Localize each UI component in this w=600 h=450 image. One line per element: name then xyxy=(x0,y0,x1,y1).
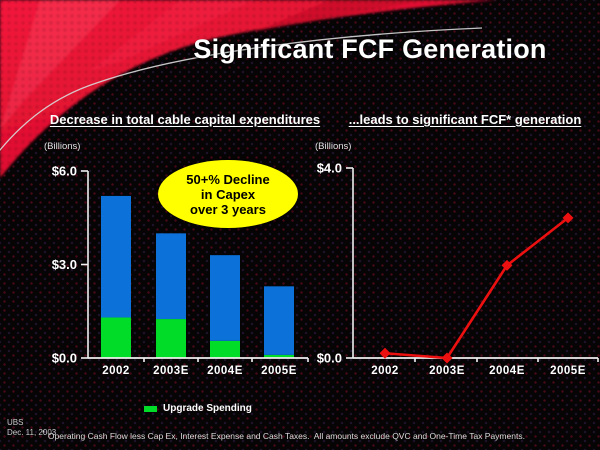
legend: Upgrade Spending xyxy=(144,403,252,414)
x-category-label: 2005E xyxy=(261,365,297,377)
fcf-line xyxy=(384,216,569,360)
left-chart-header: Decrease in total cable capital expendit… xyxy=(49,112,321,127)
callout-line-2: in Capex xyxy=(200,186,256,202)
diamond-marker-2005E xyxy=(562,212,574,224)
bar-segment-2004E xyxy=(210,255,240,341)
left-chart-units-label: (Billions) xyxy=(44,141,81,152)
x-category-label: 2003E xyxy=(429,365,465,377)
legend-swatch-upgrade-spending xyxy=(144,405,157,412)
slide-title: Significant FCF Generation xyxy=(193,34,547,64)
footnote-marker: * xyxy=(42,428,45,437)
y-tick-label: $0.0 xyxy=(317,351,342,366)
callout-line-3: over 3 years xyxy=(190,201,266,217)
x-category-label: 2005E xyxy=(550,365,586,377)
capex-bar-chart: $6.0 $3.0 $0.0 2002 2003E 2004E 2005E xyxy=(52,164,309,377)
fcf-line-chart: $4.0 $0.0 2002 2003E 2004E 2005E xyxy=(317,161,599,377)
footnote-text: Operating Cash Flow less Cap Ex, Interes… xyxy=(47,430,525,441)
footnote: * Operating Cash Flow less Cap Ex, Intere… xyxy=(42,428,587,441)
bar-segment-2004E xyxy=(210,340,240,358)
callout-line-1: 50+% Decline xyxy=(186,171,270,187)
bar-segment-2003E xyxy=(156,319,186,358)
bar-segment-2003E xyxy=(156,233,186,320)
y-tick-label: $0.0 xyxy=(52,351,77,366)
bar-segment-2005E xyxy=(264,286,294,355)
source-name: UBS xyxy=(7,418,24,427)
right-chart-header: ...leads to significant FCF* generation xyxy=(348,112,582,127)
diamond-marker-2003E xyxy=(441,352,453,364)
x-category-label: 2002 xyxy=(371,365,399,377)
diamond-marker-2002 xyxy=(379,347,391,359)
x-category-label: 2004E xyxy=(489,365,525,377)
bar-segment-2002 xyxy=(101,195,131,318)
callout-ellipse: 50+% Decline in Capex over 3 years xyxy=(158,160,298,228)
diamond-marker-2004E xyxy=(501,259,513,271)
x-category-label: 2004E xyxy=(207,365,243,377)
bar-segment-2005E xyxy=(264,354,294,358)
x-category-label: 2003E xyxy=(153,365,189,377)
legend-label: Upgrade Spending xyxy=(163,403,252,414)
right-chart-units-label: (Billions) xyxy=(315,141,352,152)
bar-segment-2002 xyxy=(101,317,131,358)
source-date: Dec. 11, 2003 xyxy=(7,428,57,437)
y-tick-label: $4.0 xyxy=(317,161,342,176)
y-tick-label: $6.0 xyxy=(52,164,77,179)
x-category-label: 2002 xyxy=(102,365,130,377)
y-tick-label: $3.0 xyxy=(52,257,77,272)
source-attribution: UBS Dec. 11, 2003 xyxy=(7,418,56,438)
